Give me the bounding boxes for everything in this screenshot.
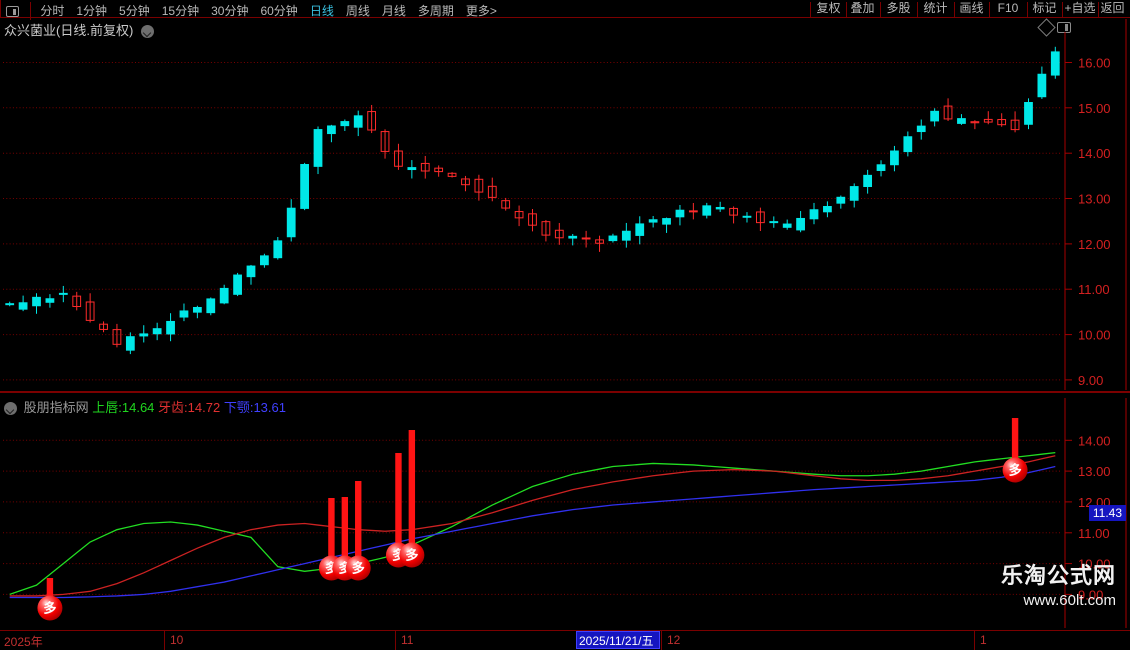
svg-text:11.00: 11.00	[1078, 282, 1110, 297]
svg-text:11.00: 11.00	[1078, 526, 1110, 541]
svg-text:14.00: 14.00	[1078, 433, 1111, 448]
svg-text:13.00: 13.00	[1078, 192, 1111, 207]
svg-text:13.00: 13.00	[1078, 464, 1111, 479]
svg-text:15.00: 15.00	[1078, 101, 1111, 116]
svg-text:12.00: 12.00	[1078, 237, 1111, 252]
svg-text:14.00: 14.00	[1078, 146, 1111, 161]
svg-text:10.00: 10.00	[1078, 328, 1111, 343]
svg-text:16.00: 16.00	[1078, 56, 1111, 71]
svg-text:9.00: 9.00	[1078, 373, 1103, 388]
